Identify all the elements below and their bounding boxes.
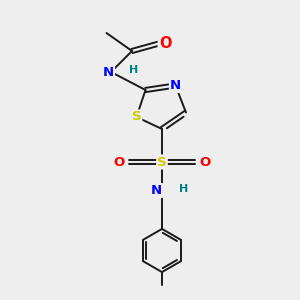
Text: O: O (159, 36, 171, 51)
Text: H: H (129, 65, 138, 75)
Text: S: S (132, 110, 141, 124)
Text: H: H (178, 184, 188, 194)
Text: N: N (151, 184, 162, 197)
Text: N: N (103, 65, 114, 79)
Text: S: S (157, 155, 167, 169)
Text: O: O (113, 155, 124, 169)
Text: O: O (200, 155, 211, 169)
Text: N: N (170, 79, 181, 92)
